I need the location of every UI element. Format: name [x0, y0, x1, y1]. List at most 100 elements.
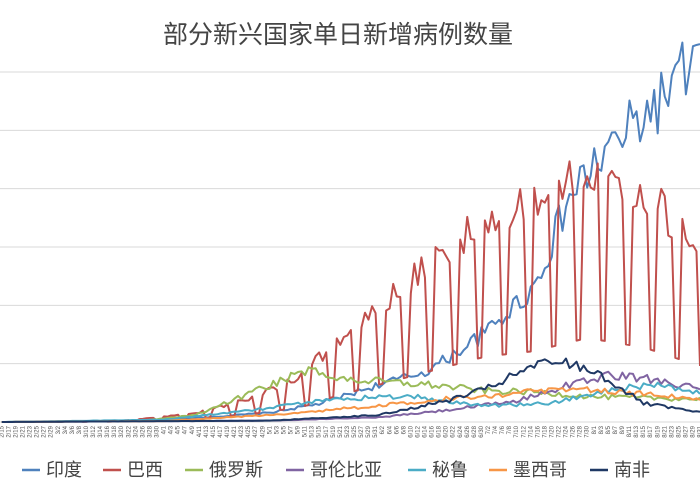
x-tick-label: 5/17: [324, 425, 330, 437]
x-tick-label: 7/22: [557, 425, 563, 437]
x-tick-label: 4/23: [239, 425, 245, 437]
x-tick-label: 7/4: [493, 425, 499, 434]
x-tick-label: 8/3: [599, 425, 605, 434]
x-tick-label: 4/17: [218, 425, 224, 437]
legend-label: 俄罗斯: [209, 460, 263, 481]
x-tick-label: 3/18: [112, 425, 118, 437]
x-tick-label: 3/12: [91, 425, 97, 437]
series-line: [1, 160, 700, 423]
x-tick-label: 5/23: [345, 425, 351, 437]
x-tick-label: 8/9: [620, 425, 626, 434]
x-tick-label: 8/25: [676, 425, 682, 437]
x-tick-label: 7/20: [549, 425, 555, 437]
x-tick-label: 2/29: [49, 425, 55, 437]
x-tick-label: 4/9: [190, 425, 196, 434]
x-tick-label: 2/17: [6, 425, 12, 437]
legend-label: 秘鲁: [432, 460, 468, 481]
series-line: [1, 381, 700, 423]
x-tick-label: 2/15: [0, 425, 5, 437]
x-tick-label: 3/28: [147, 425, 153, 437]
x-tick-label: 4/19: [225, 425, 231, 437]
legend-label: 印度: [46, 460, 82, 481]
series-line: [1, 357, 700, 423]
legend-label: 墨西哥: [513, 460, 567, 481]
x-tick-label: 4/27: [253, 425, 259, 437]
x-tick-label: 8/15: [641, 425, 647, 437]
legend-label: 哥伦比亚: [310, 460, 382, 481]
x-tick-label: 3/6: [70, 425, 76, 434]
x-tick-label: 8/29: [691, 425, 697, 437]
x-tick-label: 6/26: [465, 425, 471, 437]
x-tick-label: 4/25: [246, 425, 252, 437]
series-line: [1, 41, 700, 423]
x-tick-label: 5/15: [317, 425, 323, 437]
x-tick-label: 8/31: [698, 425, 700, 437]
x-tick-label: 3/24: [133, 425, 139, 437]
x-tick-label: 8/27: [683, 425, 689, 437]
x-tick-label: 4/13: [204, 425, 210, 437]
x-tick-label: 5/11: [303, 425, 309, 437]
x-tick-label: 3/30: [155, 425, 161, 437]
x-tick-label: 2/19: [13, 425, 19, 437]
x-tick-label: 7/18: [542, 425, 548, 437]
x-tick-label: 6/6: [394, 425, 400, 434]
x-tick-label: 5/5: [281, 425, 287, 434]
x-tick-label: 4/21: [232, 425, 238, 437]
x-tick-label: 6/4: [387, 425, 393, 434]
x-tick-label: 8/17: [648, 425, 654, 437]
x-tick-label: 7/2: [486, 425, 492, 434]
x-tick-label: 4/29: [260, 425, 266, 437]
x-tick-label: 3/10: [84, 425, 90, 437]
x-tick-label: 7/24: [564, 425, 570, 437]
x-tick-label: 4/3: [169, 425, 175, 434]
x-tick-label: 4/7: [183, 425, 189, 434]
x-tick-label: 6/2: [380, 425, 386, 434]
legend: 印度 巴西 俄罗斯 哥伦比亚 秘鲁 墨西哥 南非: [22, 460, 650, 481]
chart-title: 部分新兴国家单日新增病例数量: [163, 20, 513, 49]
x-tick-label: 6/12: [415, 425, 421, 437]
x-tick-label: 3/26: [140, 425, 146, 437]
x-tick-label: 2/21: [21, 425, 27, 437]
x-tick-label: 2/27: [42, 425, 48, 437]
x-tick-label: 5/27: [359, 425, 365, 437]
x-tick-label: 5/25: [352, 425, 358, 437]
x-tick-label: 8/21: [662, 425, 668, 437]
x-tick-label: 7/28: [578, 425, 584, 437]
x-tick-label: 5/9: [296, 425, 302, 434]
x-tick-label: 2/25: [35, 425, 41, 437]
x-tick-label: 7/30: [585, 425, 591, 437]
x-tick-label: 6/22: [451, 425, 457, 437]
x-tick-label: 8/5: [606, 425, 612, 434]
x-tick-label: 8/1: [592, 425, 598, 434]
x-tick-label: 7/14: [528, 425, 534, 437]
x-tick-label: 3/8: [77, 425, 83, 434]
x-tick-label: 6/20: [444, 425, 450, 437]
x-tick-label: 6/28: [472, 425, 478, 437]
x-tick-label: 8/23: [669, 425, 675, 437]
x-tick-label: 7/8: [507, 425, 513, 434]
gridlines: [0, 71, 700, 423]
x-tick-label: 5/31: [373, 425, 379, 437]
x-tick-label: 8/7: [613, 425, 619, 434]
x-tick-label: 7/26: [571, 425, 577, 437]
x-tick-label: 6/18: [437, 425, 443, 437]
legend-label: 巴西: [127, 460, 163, 481]
x-tick-label: 2/23: [28, 425, 34, 437]
x-tick-label: 5/19: [331, 425, 337, 437]
x-tick-label: 3/14: [98, 425, 104, 437]
x-tick-label: 5/21: [338, 425, 344, 437]
x-tick-label: 6/8: [401, 425, 407, 434]
x-tick-label: 6/30: [479, 425, 485, 437]
x-tick-label: 3/20: [119, 425, 125, 437]
x-tick-label: 4/5: [176, 425, 182, 434]
x-tick-label: 5/13: [310, 425, 316, 437]
x-tick-label: 3/2: [56, 425, 62, 434]
x-tick-label: 6/10: [408, 425, 414, 437]
x-tick-label: 4/15: [211, 425, 217, 437]
x-tick-label: 4/11: [197, 425, 203, 437]
legend-label: 南非: [614, 460, 650, 481]
x-tick-labels: 2/15 2/17 2/19 2/21 2/23 2/25 2/27 2/29 3/2 3/4 3/…: [0, 425, 700, 437]
x-tick-label: 7/16: [535, 425, 541, 437]
x-tick-label: 3/16: [105, 425, 111, 437]
